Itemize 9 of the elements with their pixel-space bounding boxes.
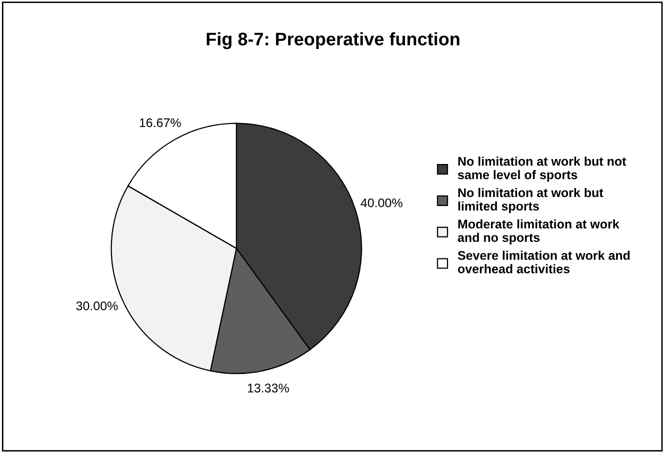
legend-label: No limitation at work but limited sports [458, 188, 604, 214]
data-label: 13.33% [248, 384, 289, 392]
legend-label: Moderate limitation at work and no sports [458, 219, 620, 244]
data-label: 16.67% [140, 118, 181, 128]
chart-title: Fig 8-7: Preoperative function [206, 32, 460, 50]
legend-label: Severe limitation at work and overhead activities [458, 250, 630, 274]
data-label: 40.00% [360, 198, 402, 208]
legend-label: No limitation at work but not same level of sports [458, 156, 626, 182]
data-label: 30.00% [76, 301, 118, 310]
